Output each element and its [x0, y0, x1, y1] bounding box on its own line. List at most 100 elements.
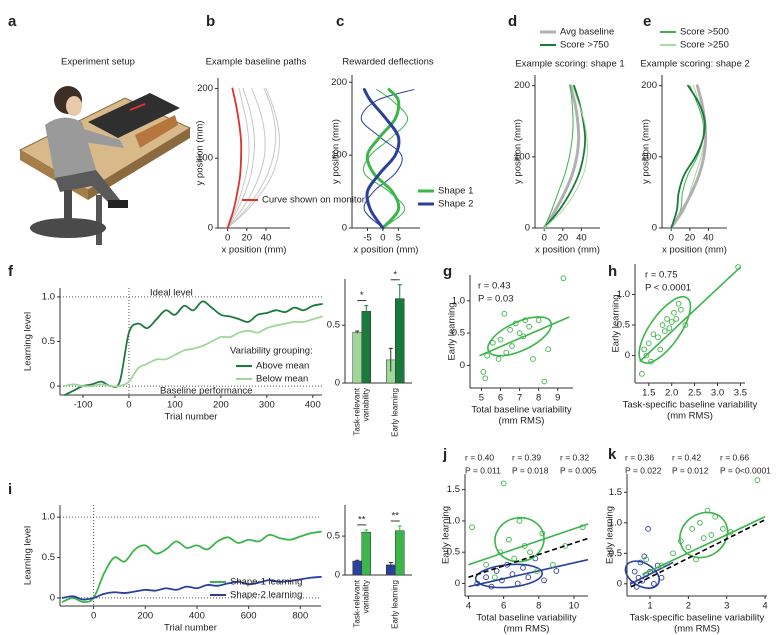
bar — [353, 561, 362, 575]
scatter-point — [484, 562, 489, 567]
series-line — [671, 86, 703, 228]
scatter-point — [470, 525, 475, 530]
x-tick-label: 3.5 — [734, 388, 747, 399]
y-tick-label: 0 — [50, 592, 55, 603]
scatter-point — [642, 347, 647, 352]
panel-letter: a — [8, 13, 17, 30]
y-tick-label: 0 — [625, 350, 630, 361]
x-tick-label: 5 — [479, 393, 484, 404]
panel-title: Experiment setup — [61, 57, 135, 68]
scatter-point — [674, 317, 679, 322]
y-axis-label: Learning level — [23, 312, 34, 371]
x-tick-label: variability — [361, 580, 370, 613]
annotation: Ideal level — [150, 288, 193, 299]
x-tick-label: 400 — [305, 400, 321, 411]
x-axis-label: (mm RMS) — [499, 416, 545, 427]
y-tick-label: 0 — [460, 360, 465, 371]
y-tick-label: 1.0 — [42, 291, 55, 302]
scatter-point — [659, 575, 664, 580]
legend-title: Variability grouping: — [230, 346, 313, 357]
y-tick-label: 0 — [50, 381, 55, 392]
x-axis-label: Total baseline variability — [476, 613, 577, 624]
scatter-point — [697, 520, 702, 525]
scatter-point — [658, 347, 663, 352]
x-tick-label: 7 — [517, 393, 522, 404]
annotation: P = 0<0.0001 — [720, 465, 771, 475]
x-tick-label: 0 — [542, 233, 547, 244]
series-line — [671, 86, 705, 228]
scatter-point — [515, 581, 520, 586]
x-axis-label: Trial number — [164, 623, 217, 634]
panel-letter: b — [206, 13, 215, 30]
scatter-point — [678, 307, 683, 312]
annotation: r = 0.66 — [720, 452, 749, 462]
x-tick-label: -100 — [73, 400, 92, 411]
x-tick-label: 8 — [536, 393, 541, 404]
panel-letter: d — [508, 13, 517, 30]
series-line — [544, 86, 585, 228]
y-tick-label: 0 — [342, 223, 347, 234]
x-tick-label: 200 — [137, 611, 153, 622]
x-tick-label: 20 — [558, 233, 569, 244]
legend-label: Shape-1 learning — [230, 577, 302, 588]
legend-label: Shape 1 — [438, 186, 473, 197]
legend-label: Curve shown on monitor — [262, 195, 365, 206]
x-tick-label: 40 — [576, 233, 587, 244]
y-axis-label: y position (mm) — [513, 119, 524, 184]
scatter-point — [755, 478, 760, 483]
x-tick-label: 3 — [724, 601, 729, 612]
y-tick-label: 200 — [197, 83, 213, 94]
x-tick-label: 3.0 — [711, 388, 724, 399]
panel-letter: h — [608, 263, 617, 280]
scatter-point — [646, 341, 651, 346]
x-tick-label: variability — [361, 388, 370, 421]
confidence-ellipse — [491, 514, 547, 566]
series-line — [228, 88, 265, 228]
y-tick-label: 200 — [514, 80, 530, 91]
x-tick-label: 0 — [225, 233, 230, 244]
x-tick-label: 600 — [241, 611, 257, 622]
scatter-point — [512, 556, 517, 561]
y-axis-label: Early learning — [441, 506, 452, 564]
x-tick-label: -5 — [363, 233, 371, 244]
fit-line — [469, 560, 588, 587]
scatter-point — [550, 562, 555, 567]
x-tick-label: 0 — [126, 400, 131, 411]
panel-letter: k — [608, 446, 617, 463]
y-tick-label: 0 — [335, 570, 340, 581]
scatter-point — [690, 527, 695, 532]
legend-label: Score >750 — [560, 40, 609, 51]
x-axis-label: Task-specific baseline variability — [623, 400, 758, 411]
figure: a Experiment setup 010020002040bExample … — [0, 0, 776, 635]
legend-label: Avg baseline — [560, 27, 614, 38]
x-tick-label: 0 — [669, 233, 674, 244]
significance-label: ** — [358, 514, 366, 525]
scatter-point — [526, 575, 531, 580]
x-tick-label: 1.5 — [642, 388, 655, 399]
legend-label: Score >250 — [680, 40, 729, 51]
y-axis-label: Early learning — [605, 506, 616, 564]
scatter-point — [528, 550, 533, 555]
panel-title: Example baseline paths — [206, 57, 307, 68]
panel-letter: c — [336, 13, 344, 30]
x-tick-label: 0 — [380, 233, 385, 244]
x-tick-label: 8 — [536, 601, 541, 612]
annotation: r = 0.43 — [478, 281, 510, 292]
scatter-point — [669, 320, 674, 325]
scatter-point — [481, 369, 486, 374]
scatter-point — [517, 519, 522, 524]
confidence-ellipse — [630, 289, 700, 370]
scatter-point — [639, 371, 644, 376]
scatter-point — [632, 569, 637, 574]
y-tick-label: 1.5 — [447, 484, 460, 495]
scatter-point — [485, 353, 490, 358]
y-axis-label: Early learning — [447, 302, 458, 360]
scatter-point — [709, 533, 714, 538]
scatter-point — [492, 575, 497, 580]
annotation: Baseline performance — [160, 386, 252, 397]
x-tick-label: 200 — [213, 400, 229, 411]
y-tick-label: 0 — [208, 223, 213, 234]
x-tick-label: 4 — [466, 601, 471, 612]
y-tick-label: 0 — [617, 578, 622, 589]
series-line — [364, 90, 399, 228]
